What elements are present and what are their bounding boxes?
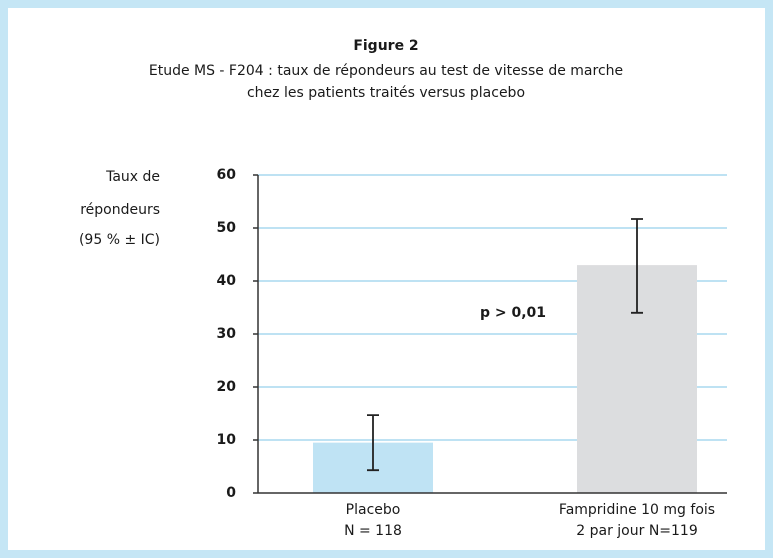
subtitle: Etude MS - F204 : taux de répondeurs au …: [149, 63, 623, 79]
y-tick-label: 50: [217, 220, 237, 236]
y-tick-label: 0: [226, 485, 236, 501]
error-bar: [631, 218, 643, 314]
x-tick-label: Fampridine 10 mg fois: [559, 502, 715, 518]
y-tick-label: 60: [217, 167, 237, 183]
x-tick-label: N = 118: [344, 523, 402, 539]
y-label: (95 % ± IC): [79, 232, 160, 248]
subtitle: chez les patients traités versus placebo: [247, 85, 525, 101]
error-bar: [367, 414, 379, 472]
chart-title: Figure 2: [353, 38, 418, 54]
y-tick-label: 40: [217, 273, 237, 289]
x-tick-label: 2 par jour N=119: [576, 523, 698, 539]
y-tick-label: 30: [217, 326, 237, 342]
y-label: Taux de: [105, 169, 160, 185]
y-tick-label: 20: [217, 379, 237, 395]
x-tick-label: Placebo: [346, 502, 401, 518]
annotation: p > 0,01: [480, 305, 546, 321]
y-label: répondeurs: [80, 202, 160, 218]
y-tick-label: 10: [217, 432, 237, 448]
